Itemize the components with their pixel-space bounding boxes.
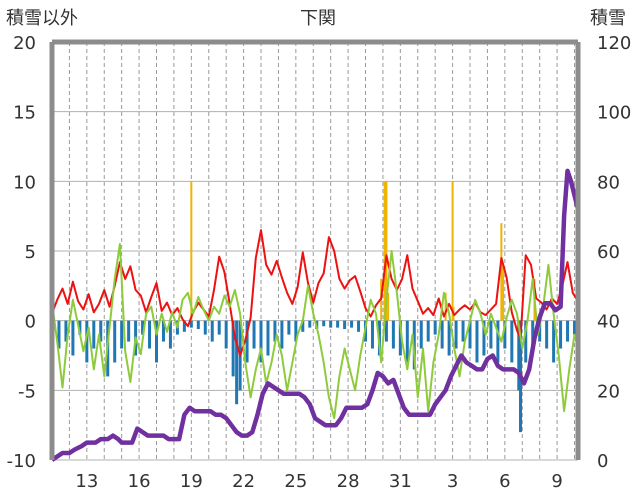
right-tick-label: 60	[597, 242, 620, 263]
axes: 20 15 10 5 0 -5 -10 120 100 80 60 40 20 0 13 16 19 22 25 28…	[7, 33, 632, 492]
right-tick-label: 100	[597, 103, 631, 124]
series-layer	[50, 168, 581, 462]
right-tick-label: 40	[597, 312, 620, 333]
left-tick-label: 20	[13, 33, 36, 54]
grid	[52, 41, 578, 461]
x-tick-label: 9	[551, 471, 562, 492]
left-tick-label: 0	[25, 312, 36, 333]
left-tick-label: -5	[18, 381, 36, 402]
chart-title: 下関	[300, 8, 336, 29]
x-tick-label: 19	[180, 471, 203, 492]
temp_max-line	[51, 229, 579, 357]
left-axis-title: 積雪以外	[6, 8, 78, 29]
right-axis-title: 積雪	[590, 8, 626, 29]
snow_depth-line	[50, 168, 581, 462]
left-tick-label: 15	[13, 103, 36, 124]
x-tick-label: 3	[447, 471, 458, 492]
left-tick-label: -10	[7, 451, 36, 472]
x-tick-label: 22	[232, 471, 255, 492]
right-tick-label: 120	[597, 33, 631, 54]
right-tick-label: 20	[597, 381, 620, 402]
x-tick-label: 16	[128, 471, 151, 492]
x-tick-label: 28	[337, 471, 360, 492]
x-tick-label: 6	[499, 471, 510, 492]
x-tick-label: 13	[75, 471, 98, 492]
x-tick-label: 25	[284, 471, 307, 492]
x-tick-label: 31	[389, 471, 412, 492]
right-tick-label: 80	[597, 172, 620, 193]
left-tick-label: 10	[13, 172, 36, 193]
right-tick-label: 0	[597, 451, 608, 472]
temp_min-line	[51, 243, 579, 420]
left-tick-label: 5	[25, 242, 36, 263]
